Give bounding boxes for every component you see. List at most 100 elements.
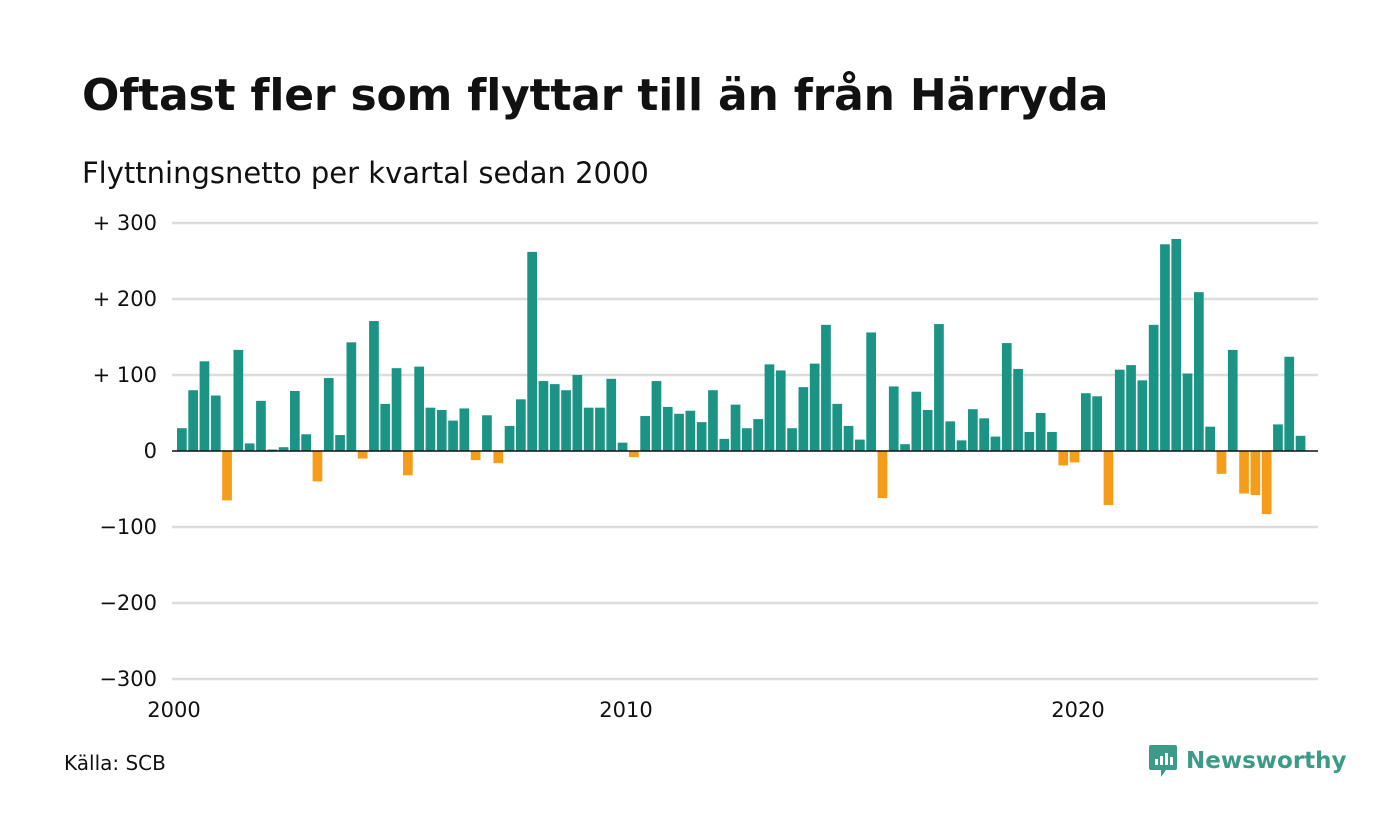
bar [1024,432,1035,451]
bar [256,400,266,451]
y-tick-label: + 100 [93,363,157,387]
bar-chart: + 300 + 200 + 100 0 −100 −200 −300 2000 2010 202… [93,211,1318,722]
bar [222,451,232,501]
bar [809,363,820,451]
bar [934,324,944,451]
bar [425,407,436,451]
bar [866,332,876,451]
bar [1295,435,1306,451]
bar [922,409,933,451]
bar [188,390,198,451]
bar [708,390,718,451]
brand-name: Newsworthy [1186,748,1347,774]
bar [538,381,549,451]
bar [877,451,888,499]
bar [470,451,481,461]
bar [414,366,424,451]
bar [1092,396,1102,451]
bar [516,399,526,451]
x-tick-label: 2010 [599,698,652,722]
bar [979,418,989,451]
bar [832,403,843,451]
bar [504,425,515,451]
bars [177,238,1306,515]
x-tick-label: 2020 [1051,698,1104,722]
bar [798,387,809,451]
y-tick-label: −100 [99,515,157,539]
bar [1058,451,1069,466]
bar [1227,349,1238,451]
bar [696,422,707,451]
y-tick-label: 0 [144,439,157,463]
bar [674,413,684,451]
bar [821,324,831,451]
bar [1284,356,1295,451]
bar [436,409,447,451]
bar [1148,324,1159,451]
bar [911,391,922,451]
bar [753,419,763,451]
bar [448,420,458,451]
bar [561,390,571,451]
bar [1114,369,1125,451]
y-tick-label: −300 [99,667,157,691]
y-tick-label: + 200 [93,287,157,311]
bar [278,447,289,451]
bar [843,425,854,451]
bar [719,438,730,451]
bar [312,451,323,482]
bar [1069,451,1080,463]
bar [764,364,775,451]
bar [640,416,650,451]
bar [1171,238,1182,451]
brand-logo: Newsworthy [1148,744,1347,778]
bar [990,436,1001,451]
bar [403,451,413,476]
bar [787,428,797,451]
bar [357,451,368,459]
bar [301,434,311,451]
y-tick-label: + 300 [93,211,157,235]
bar [267,449,278,451]
bar [335,435,345,451]
bar [1035,413,1046,451]
bar [346,342,357,451]
bar [1239,451,1249,494]
bar [369,321,379,451]
source-note: Källa: SCB [64,751,166,775]
bar [968,409,978,451]
newsworthy-logo-icon [1149,745,1177,777]
bar [290,390,300,451]
x-tick-label: 2000 [147,698,200,722]
bar [775,370,786,451]
bar [595,407,605,451]
bar [1137,380,1148,451]
bar [1205,426,1215,451]
bar [1160,244,1170,451]
bar [1194,292,1204,451]
bar [1250,451,1261,496]
x-axis-labels: 2000 2010 2020 [147,698,1104,722]
bar [956,440,967,451]
bar [1047,432,1057,451]
bar [629,451,639,458]
bar [1126,365,1136,451]
bar [730,404,741,451]
bar [391,368,402,451]
bar [549,384,560,451]
bar [945,421,956,451]
bar [323,378,334,451]
bar [1273,424,1283,451]
bar [900,444,910,451]
bar [606,378,617,451]
bar [210,395,221,451]
bar [493,451,504,464]
bar [617,442,628,451]
bar [662,406,673,451]
bar [380,403,391,451]
y-axis-labels: + 300 + 200 + 100 0 −100 −200 −300 [93,211,157,691]
bar [742,428,752,451]
bar [482,415,492,451]
bar [583,407,594,451]
bar [1216,451,1227,474]
